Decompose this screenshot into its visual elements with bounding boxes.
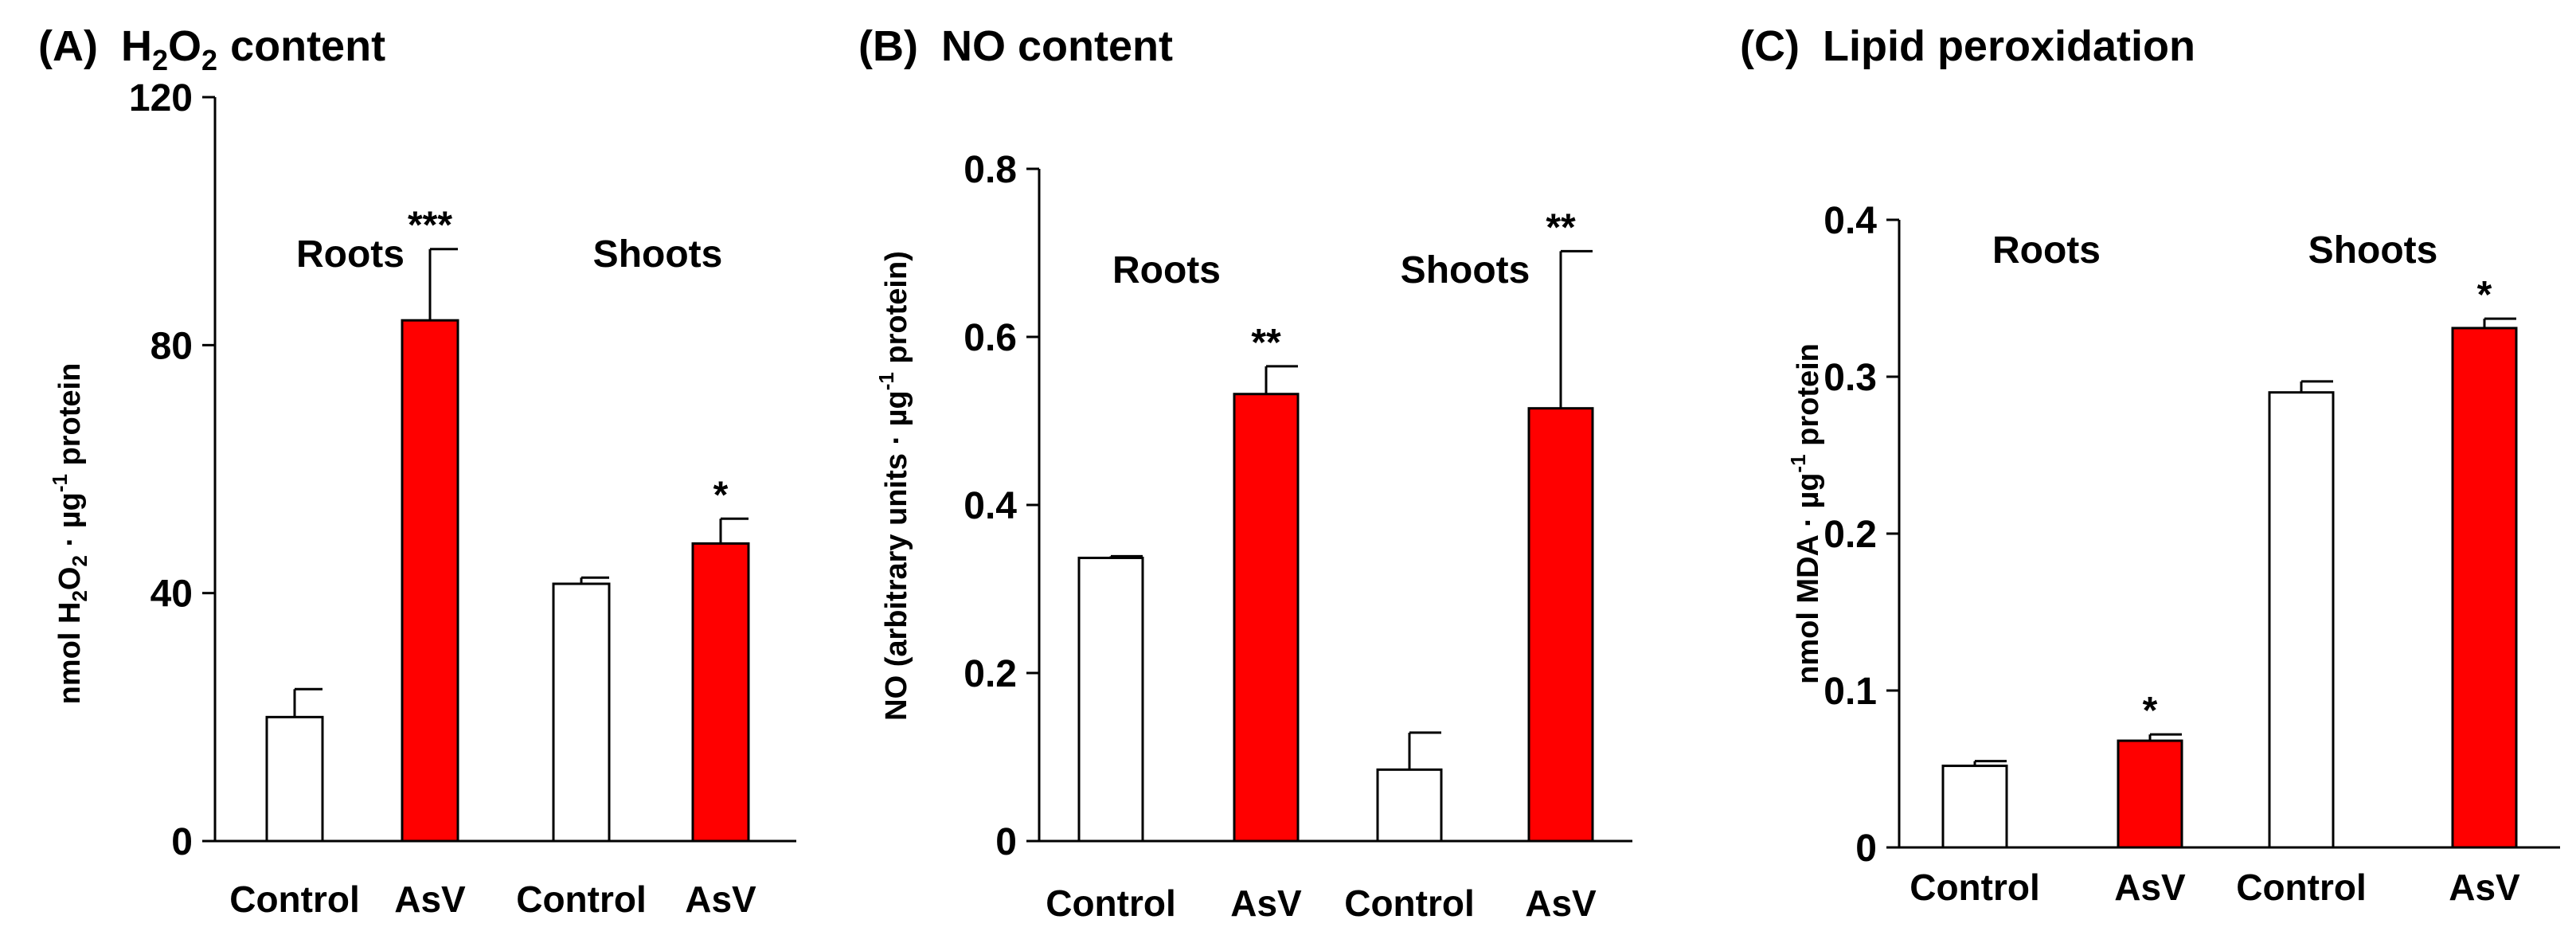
panel-a-ytick-label: 80 <box>150 325 193 367</box>
panel-a-group-shoots: Shoots <box>593 233 723 276</box>
panel-a-ytick-label: 0 <box>171 821 193 863</box>
panel-b-ytick-label: 0.8 <box>964 149 1017 191</box>
panel-b-bar <box>1527 407 1594 843</box>
panel-b-significance: ** <box>1546 206 1576 248</box>
panel-c-bar <box>1941 765 2008 849</box>
panel-a-title-label: (A) <box>38 22 98 70</box>
panel-c-ylabel: nmol MDA · µg-1 protein <box>1786 343 1825 684</box>
panel-b-bar <box>1077 556 1144 843</box>
panel-c-group-shoots: Shoots <box>2308 229 2438 272</box>
panel-c-significance: * <box>2143 690 2158 732</box>
panel-b-title: (B) NO content <box>858 22 1173 70</box>
panel-a: (A) H2O2 content nmol H2O2 · µg-1 protein… <box>38 22 796 920</box>
panel-c-title-label: (C) <box>1740 22 1800 70</box>
panel-b-bar <box>1233 393 1300 843</box>
panel-c-ytick-label: 0.1 <box>1824 671 1877 713</box>
panel-c-ytick-label: 0.3 <box>1824 357 1877 399</box>
panel-a-group-roots: Roots <box>296 233 405 276</box>
panel-a-ytick-label: 120 <box>129 77 193 119</box>
panel-a-title-h: H <box>121 22 152 70</box>
panel-b-title-label: (B) <box>858 22 918 70</box>
panel-c-bar <box>2268 391 2335 849</box>
panel-b-ytick-label: 0 <box>995 821 1017 863</box>
panel-a-ylabel-a: nmol H <box>53 602 87 705</box>
panel-a-ytick-label: 40 <box>150 573 193 616</box>
panel-b-significance: ** <box>1251 322 1281 364</box>
panel-c-significance: * <box>2477 274 2492 316</box>
panel-c-bar <box>2451 327 2518 849</box>
panel-c-ylabel-b: protein <box>1792 343 1825 454</box>
panel-a-title-sub1: 2 <box>152 44 168 76</box>
panel-a-significance: *** <box>408 205 452 247</box>
panel-a-significance: * <box>713 474 729 516</box>
panel-b-ytick-label: 0.6 <box>964 317 1017 359</box>
panel-b-bar <box>1376 768 1443 843</box>
panel-a-title-o: O <box>168 22 201 70</box>
panel-a-bar <box>265 715 324 843</box>
panel-b-ytick-label: 0.2 <box>964 653 1017 695</box>
panel-b-group-shoots: Shoots <box>1401 249 1530 292</box>
panel-a-ylabel-sub1: 2 <box>68 590 92 601</box>
panel-a-bar <box>401 319 459 843</box>
panel-c-ytick-label: 0 <box>1855 828 1877 870</box>
panel-a-title: (A) H2O2 content <box>38 22 385 76</box>
panel-b-ylabel-b: protein) <box>880 251 913 372</box>
panel-a-ylabel-c: · µg <box>53 492 87 555</box>
panel-c-ytick-label: 0.2 <box>1824 514 1877 556</box>
panel-b-ylabel-a: NO (arbitrary units · µg <box>880 390 913 721</box>
panel-a-category-label: AsV <box>394 878 466 920</box>
panel-c: (C) Lipid peroxidation nmol MDA · µg-1 p… <box>1740 22 2560 908</box>
panel-b-ytick-label: 0.4 <box>964 485 1017 527</box>
panel-c-title-rest: Lipid peroxidation <box>1823 22 2195 70</box>
panel-b-category-label: AsV <box>1230 882 1302 924</box>
panel-b-category-label: AsV <box>1525 882 1597 924</box>
panel-b-title-rest: NO content <box>941 22 1173 70</box>
panel-c-ytick-label: 0.4 <box>1824 200 1877 242</box>
panel-b-group-roots: Roots <box>1112 249 1221 292</box>
panel-a-ylabel-sup: -1 <box>48 474 72 492</box>
panel-c-group-roots: Roots <box>1992 229 2101 272</box>
panel-a-ylabel-sub2: 2 <box>68 555 92 566</box>
panel-c-category-label: AsV <box>2114 867 2186 908</box>
panel-b-category-label: Control <box>1344 882 1475 924</box>
panel-c-bar <box>2117 739 2183 849</box>
panel-b-ylabel-sup: -1 <box>874 372 898 390</box>
panel-b: (B) NO content NO (arbitrary units · µg-… <box>858 22 1632 924</box>
panel-c-category-label: Control <box>2236 867 2367 908</box>
panel-a-ylabel-b: O <box>53 567 87 591</box>
panel-a-plot: 0 40 80 120 Control *** AsV Control * AsV <box>129 77 796 920</box>
panel-c-category-label: Control <box>1910 867 2040 908</box>
panel-b-plot: 0 0.2 0.4 0.6 0.8 Control ** AsV Control ** AsV <box>964 149 1632 924</box>
panel-c-ylabel-sup: -1 <box>1786 454 1810 472</box>
panel-a-ylabel-d: protein <box>53 363 87 474</box>
panel-c-ylabel-a: nmol MDA · µg <box>1792 473 1825 684</box>
panel-a-category-label: AsV <box>685 878 756 920</box>
panel-c-plot: 0 0.1 0.2 0.3 0.4 Control * AsV Control * AsV <box>1824 200 2560 908</box>
panel-a-bar <box>691 542 750 843</box>
panel-a-category-label: Control <box>229 878 360 920</box>
panel-b-ylabel: NO (arbitrary units · µg-1 protein) <box>874 251 913 721</box>
panel-a-bar <box>552 582 611 843</box>
panel-c-category-label: AsV <box>2449 867 2520 908</box>
panel-a-category-label: Control <box>516 878 647 920</box>
panel-b-category-label: Control <box>1046 882 1176 924</box>
panel-a-title-rest: content <box>230 22 385 70</box>
panel-c-title: (C) Lipid peroxidation <box>1740 22 2195 70</box>
panel-a-title-sub2: 2 <box>201 44 217 76</box>
panel-a-ylabel: nmol H2O2 · µg-1 protein <box>48 363 92 705</box>
